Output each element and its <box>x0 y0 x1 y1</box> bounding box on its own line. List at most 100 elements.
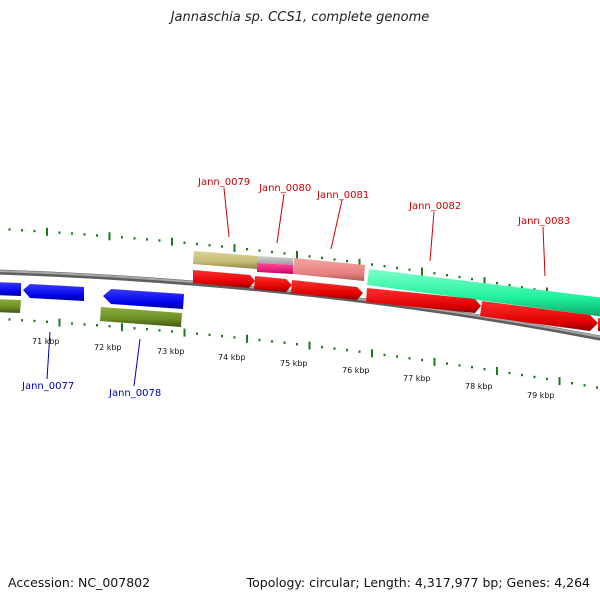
upper-minor-tick <box>258 249 261 252</box>
kbp-label-79: 79 kbp <box>527 391 555 400</box>
lower-tick-track <box>8 318 598 389</box>
gene-label-jann-0080: Jann_0080 <box>258 183 311 194</box>
upper-major-tick <box>108 232 111 241</box>
cog-color-track <box>193 251 600 317</box>
lower-minor-tick <box>71 322 73 325</box>
lower-minor-tick <box>21 319 23 322</box>
upper-major-tick <box>358 258 361 267</box>
lower-major-tick <box>371 349 373 358</box>
lower-minor-tick <box>46 320 48 323</box>
leader-jann-0080 <box>276 193 285 244</box>
lower-minor-tick <box>521 373 523 377</box>
lower-minor-tick <box>283 341 286 344</box>
upper-minor-tick <box>83 233 86 236</box>
upper-minor-tick <box>183 241 186 244</box>
cog-block-jann-0081 <box>293 258 365 281</box>
lower-major-tick <box>433 357 436 366</box>
gene-label-jann-0079: Jann_0079 <box>197 177 250 188</box>
upper-minor-tick <box>221 245 223 248</box>
upper-minor-tick <box>133 237 136 240</box>
upper-minor-tick <box>508 283 511 287</box>
upper-minor-tick <box>21 229 23 232</box>
lower-minor-tick <box>533 375 536 379</box>
leader-jann-0079 <box>223 187 230 238</box>
leader-jann-0083 <box>542 226 546 277</box>
upper-minor-tick <box>96 234 98 237</box>
upper-major-tick <box>46 227 48 236</box>
cog-block-jann-0080-upper <box>257 256 293 265</box>
kbp-label-76: 76 kbp <box>342 366 370 375</box>
lower-minor-tick <box>471 366 473 369</box>
reverse-strand-genes <box>0 282 184 309</box>
upper-major-tick <box>296 250 298 259</box>
upper-minor-tick <box>533 288 536 291</box>
lower-major-tick <box>558 377 561 386</box>
upper-minor-tick <box>346 259 348 263</box>
kbp-label-72: 72 kbp <box>94 343 122 352</box>
kbp-label-74: 74 kbp <box>218 353 246 362</box>
lower-minor-tick <box>546 377 548 381</box>
kbp-label-77: 77 kbp <box>403 374 431 383</box>
accession-text: Accession: NC_007802 <box>8 575 151 590</box>
upper-minor-tick <box>33 229 36 233</box>
kbp-label-75: 75 kbp <box>280 359 308 368</box>
upper-minor-tick <box>308 255 311 258</box>
lower-minor-tick <box>96 324 98 327</box>
lower-minor-tick <box>296 343 298 346</box>
cog-block-left-edge <box>0 299 21 313</box>
lower-minor-tick <box>421 358 423 362</box>
upper-minor-tick <box>521 286 523 289</box>
lower-minor-tick <box>358 350 361 353</box>
lower-minor-tick <box>221 334 223 338</box>
kbp-label-78: 78 kbp <box>465 382 493 391</box>
lower-minor-tick <box>158 329 161 332</box>
upper-minor-tick <box>333 258 336 261</box>
lower-gene-labels: Jann_0077 Jann_0078 <box>21 381 161 399</box>
cds-arrow-jann-0077 <box>23 284 84 301</box>
lower-major-tick <box>121 323 123 332</box>
cog-block-jann-0080 <box>257 263 293 274</box>
upper-minor-tick <box>446 274 448 277</box>
lower-minor-tick <box>8 318 11 321</box>
lower-minor-tick <box>396 355 398 358</box>
gene-label-jann-0083: Jann_0083 <box>517 216 570 227</box>
upper-gene-labels: Jann_0079 Jann_0080 Jann_0081 Jann_0082 … <box>197 177 570 227</box>
cds-arrow-jann-0080 <box>254 276 292 292</box>
leader-jann-0082 <box>429 211 435 262</box>
lower-minor-tick <box>583 384 586 387</box>
cds-arrow-jann-0078 <box>103 289 184 309</box>
lower-minor-tick <box>508 371 511 375</box>
lower-minor-tick <box>83 323 86 326</box>
lower-minor-tick <box>233 336 236 339</box>
lower-minor-tick <box>408 357 411 360</box>
lower-minor-tick <box>271 340 273 343</box>
gene-label-jann-0081: Jann_0081 <box>316 190 369 201</box>
upper-minor-tick <box>433 272 436 275</box>
upper-minor-tick <box>271 250 273 254</box>
upper-minor-tick <box>121 236 123 239</box>
lower-minor-tick <box>146 328 148 331</box>
upper-minor-tick <box>496 281 498 285</box>
upper-minor-tick <box>408 268 411 271</box>
upper-minor-tick <box>371 263 373 266</box>
label-leaders <box>223 187 546 277</box>
gene-label-jann-0077: Jann_0077 <box>21 381 74 392</box>
upper-minor-tick <box>58 231 61 234</box>
lower-minor-tick <box>446 362 448 365</box>
upper-minor-tick <box>458 275 461 279</box>
cds-arrow-jann-0082 <box>366 288 481 313</box>
leader-jann-0077 <box>46 331 51 380</box>
upper-minor-tick <box>321 256 323 260</box>
lower-minor-tick <box>108 325 111 328</box>
upper-minor-tick <box>246 248 248 251</box>
lower-minor-tick <box>208 333 211 337</box>
cds-arrow-jann-0083 <box>480 301 598 331</box>
lower-minor-tick <box>33 319 36 323</box>
lower-minor-tick <box>596 386 598 389</box>
genome-title: Jannaschia sp. CCS1, complete genome <box>170 10 430 25</box>
lower-major-tick <box>246 334 248 343</box>
lower-minor-tick <box>383 353 386 357</box>
cds-arrow-jann-0079 <box>193 270 255 288</box>
forward-strand-genes <box>193 270 600 332</box>
upper-minor-tick <box>71 232 73 235</box>
